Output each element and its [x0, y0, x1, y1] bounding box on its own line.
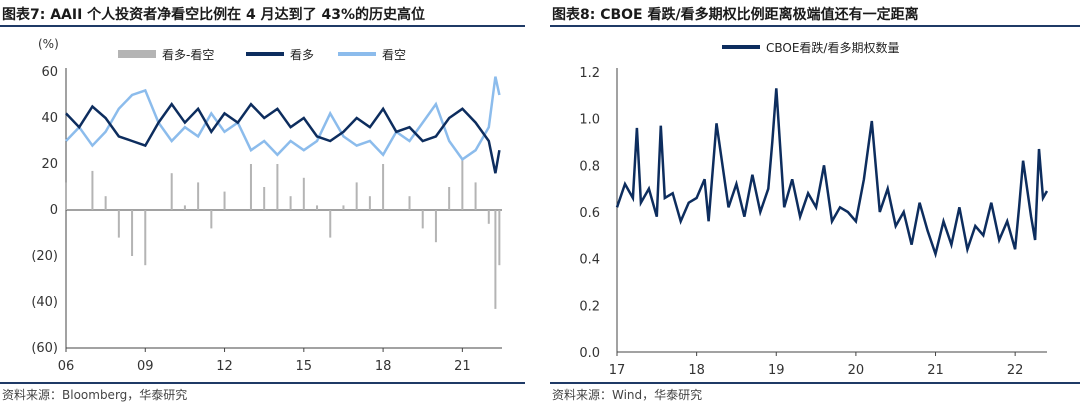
spread-bar: [382, 164, 385, 210]
x-tick-label: 21: [927, 363, 944, 378]
spread-bar: [368, 196, 371, 210]
right-chart-svg: 1.2 1.0 0.8 0.6 0.4 0.2 0.0 17 18 19 20 21 22 CBOE看跌/…: [579, 40, 1049, 378]
spread-bar: [276, 164, 279, 210]
y-tick-label: 40: [41, 111, 58, 126]
legend-label: 看多-看空: [162, 48, 214, 62]
y-tick-label: 60: [41, 65, 58, 80]
legend-label: 看空: [382, 48, 406, 62]
x-tick-label: 19: [768, 363, 785, 378]
left-bottom-rule: [0, 382, 525, 384]
spread-bar: [144, 210, 147, 266]
spread-bar: [474, 182, 477, 210]
y-unit-label: (%): [38, 37, 59, 51]
right-chart-panel: 图表8: CBOE 看跌/看多期权比例距离极端值还有一定距离 1.2 1.0 0.8…: [550, 0, 1080, 405]
spread-bar: [91, 170, 94, 210]
spread-bar: [289, 196, 292, 210]
spread-bar: [494, 210, 497, 309]
right-chart-title: 图表8: CBOE 看跌/看多期权比例距离极端值还有一定距离: [552, 7, 919, 23]
spread-bar: [197, 182, 200, 210]
spread-bar: [223, 191, 226, 210]
x-tick-label: 18: [688, 363, 705, 378]
x-tick-label: 20: [848, 363, 865, 378]
x-tick-label: 12: [216, 359, 233, 374]
y-tick-label: 20: [41, 157, 58, 172]
left-title-rule: [0, 25, 525, 27]
x-tick-label: 15: [296, 359, 313, 374]
spread-bar: [249, 164, 252, 210]
spread-bar: [183, 205, 186, 210]
put-call-series-line: [615, 88, 1049, 259]
x-tick-label: 22: [1007, 363, 1024, 378]
spread-bar: [421, 210, 424, 229]
spread-bar: [329, 210, 332, 238]
legend-swatch: [338, 52, 376, 56]
right-title-rule: [550, 25, 1080, 27]
spread-bar: [117, 210, 120, 238]
x-tick-label: 06: [58, 359, 75, 374]
right-bottom-rule: [550, 382, 1080, 384]
spread-bar: [316, 205, 319, 210]
spread-bar: [104, 196, 107, 210]
legend-swatch: [722, 45, 760, 49]
y-tick-label: 0.6: [579, 206, 600, 221]
right-chart-source: 资料来源：Wind，华泰研究: [552, 388, 703, 402]
y-tick-label: 0: [50, 203, 58, 218]
spread-bar: [263, 187, 266, 210]
x-tick-label: 09: [137, 359, 154, 374]
spread-bar: [461, 159, 464, 210]
x-tick-label: 21: [454, 359, 471, 374]
left-chart-panel: 图表7: AAII 个人投资者净看空比例在 4 月达到了 43%的历史高位 (%…: [0, 0, 525, 405]
y-tick-label: (60): [31, 341, 58, 356]
y-tick-label: 0.2: [579, 299, 600, 314]
spread-bar: [210, 210, 213, 229]
spread-bar: [302, 177, 305, 210]
y-tick-label: 0.8: [579, 159, 600, 174]
x-tick-label: 17: [609, 363, 626, 378]
legend-label: 看多: [290, 48, 314, 62]
spread-bar: [355, 182, 358, 210]
y-tick-label: 0.4: [579, 253, 600, 268]
left-chart-title: 图表7: AAII 个人投资者净看空比例在 4 月达到了 43%的历史高位: [2, 7, 426, 23]
legend-swatch: [246, 52, 284, 56]
legend-label: CBOE看跌/看多期权数量: [766, 40, 899, 55]
bear-series-line: [65, 76, 501, 162]
spread-bar: [434, 210, 437, 243]
spread-bar: [487, 210, 490, 224]
legend-swatch: [118, 50, 156, 58]
y-tick-label: (20): [31, 249, 58, 264]
left-chart-svg: (%) 60 40 20 0 (20) (40) (60)06 09 12 15 18 21 看多-看空 看…: [31, 37, 502, 374]
bull-series-line: [65, 102, 501, 174]
spread-bar: [408, 196, 411, 210]
spread-bar: [131, 210, 134, 256]
spread-bar: [448, 187, 451, 210]
y-tick-label: 1.0: [579, 113, 600, 128]
spread-bar: [342, 205, 345, 210]
y-tick-label: 1.2: [579, 66, 600, 81]
x-tick-label: 18: [375, 359, 392, 374]
spread-bar: [65, 182, 67, 210]
y-tick-label: (40): [31, 295, 58, 310]
spread-bar: [498, 210, 501, 266]
y-tick-label: 0.0: [579, 346, 600, 361]
left-chart-source: 资料来源：Bloomberg，华泰研究: [2, 388, 188, 402]
spread-bar: [170, 173, 173, 210]
